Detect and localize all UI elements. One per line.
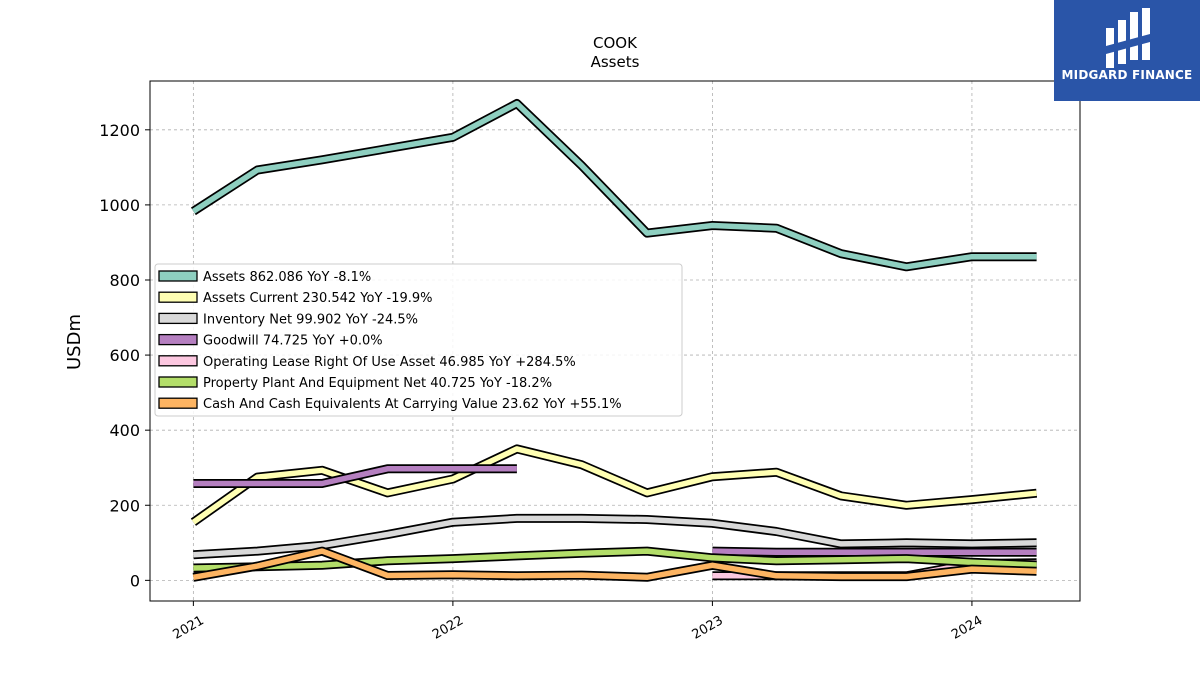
legend-label: Inventory Net 99.902 YoY -24.5% (203, 312, 418, 327)
legend-swatch (158, 291, 198, 303)
series-cash-and-cash-equivalents-at-carrying-value (192, 546, 1037, 582)
series-inventory-net (193, 513, 1037, 560)
y-tick-label: 800 (109, 271, 140, 290)
y-axis-label: USDm (64, 314, 85, 370)
series-line (712, 548, 1037, 555)
legend-swatch (158, 270, 198, 282)
legend-swatch (158, 397, 198, 409)
series-line (192, 548, 1037, 581)
x-tick-label: 2022 (430, 613, 466, 643)
legend: Assets 862.086 YoY -8.1% Assets Current 2… (154, 263, 683, 417)
legend-item: Inventory Net 99.902 YoY -24.5% (158, 312, 418, 327)
legend-item: Property Plant And Equipment Net 40.725 … (158, 376, 552, 391)
legend-swatch (158, 333, 198, 346)
legend-swatch (158, 355, 198, 367)
y-tick-label: 1200 (99, 121, 140, 140)
legend-label: Operating Lease Right Of Use Asset 46.98… (203, 355, 576, 370)
legend-label: Property Plant And Equipment Net 40.725 … (203, 376, 552, 391)
x-axis-ticks: 2021 2022 2023 2024 (171, 601, 985, 643)
series-line-outline (190, 99, 1037, 272)
y-tick-label: 1000 (99, 196, 140, 215)
legend-item: Assets 862.086 YoY -8.1% (158, 270, 371, 285)
y-tick-label: 0 (130, 571, 140, 590)
series-property-plant-and-equipment-net (193, 546, 1037, 573)
chart-title: COOK (593, 34, 638, 52)
series-line (193, 515, 1037, 558)
series-line (191, 100, 1037, 270)
brand-name: MIDGARD FINANCE (1061, 68, 1193, 82)
chart-subtitle: Assets (591, 53, 640, 71)
y-tick-label: 200 (109, 496, 140, 515)
series-assets (190, 99, 1037, 272)
series-assets-current (190, 444, 1038, 526)
legend-swatch (158, 312, 198, 325)
legend-label: Assets 862.086 YoY -8.1% (203, 270, 371, 285)
x-tick-label: 2021 (171, 613, 207, 643)
plot-frame (149, 80, 1081, 602)
brand-mark-icon (1106, 8, 1150, 68)
series-line (193, 466, 517, 487)
legend-label: Goodwill 74.725 YoY +0.0% (203, 334, 383, 349)
x-tick-label: 2023 (690, 613, 726, 643)
y-tick-label: 600 (109, 346, 140, 365)
legend-item: Goodwill 74.725 YoY +0.0% (158, 333, 383, 349)
series-line (191, 446, 1037, 525)
legend-item: Cash And Cash Equivalents At Carrying Va… (158, 397, 622, 412)
legend-swatch (158, 376, 198, 388)
series-lines (190, 99, 1038, 582)
series-goodwill (193, 464, 1037, 557)
series-line (193, 548, 1037, 571)
x-tick-label: 2024 (949, 613, 985, 643)
legend-item: Operating Lease Right Of Use Asset 46.98… (158, 355, 576, 370)
legend-label: Cash And Cash Equivalents At Carrying Va… (203, 397, 622, 412)
y-axis-ticks: 0 200 400 600 800 1000 1200 (99, 121, 150, 590)
legend-box (154, 263, 683, 417)
legend-item: Assets Current 230.542 YoY -19.9% (158, 291, 433, 306)
y-tick-label: 400 (109, 421, 140, 440)
brand-logo: MIDGARD FINANCE (1054, 0, 1200, 101)
legend-label: Assets Current 230.542 YoY -19.9% (203, 291, 433, 306)
